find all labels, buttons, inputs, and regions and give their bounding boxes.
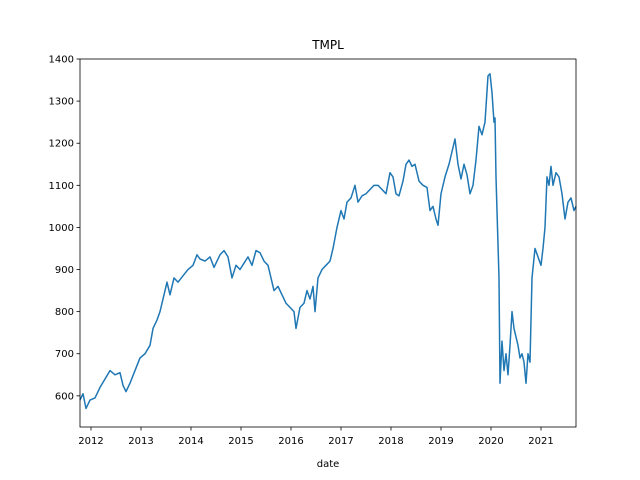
y-tick-label: 1400 <box>49 55 74 66</box>
x-tick-label: 2014 <box>178 436 203 447</box>
x-tick-label: 2012 <box>78 436 103 447</box>
y-tick-label: 900 <box>55 265 74 276</box>
x-tick-label: 2020 <box>478 436 503 447</box>
y-tick-label: 1000 <box>49 223 74 234</box>
x-axis-label: date <box>317 459 340 470</box>
y-tick-label: 800 <box>55 307 74 318</box>
y-tick-label: 1300 <box>49 97 74 108</box>
x-tick-label: 2019 <box>428 436 453 447</box>
x-tick-label: 2016 <box>278 436 303 447</box>
chart-title: TMPL <box>311 38 344 52</box>
data-line <box>79 72 577 410</box>
y-tick-label: 600 <box>55 391 74 402</box>
x-tick-label: 2021 <box>528 436 553 447</box>
y-tick-label: 1100 <box>49 181 74 192</box>
y-tick-label: 700 <box>55 349 74 360</box>
x-tick-label: 2018 <box>378 436 403 447</box>
y-tick-label: 1200 <box>49 139 74 150</box>
x-tick-label: 2013 <box>128 436 153 447</box>
x-tick-label: 2015 <box>228 436 253 447</box>
x-tick-label: 2017 <box>328 436 353 447</box>
axes-frame <box>79 58 577 428</box>
